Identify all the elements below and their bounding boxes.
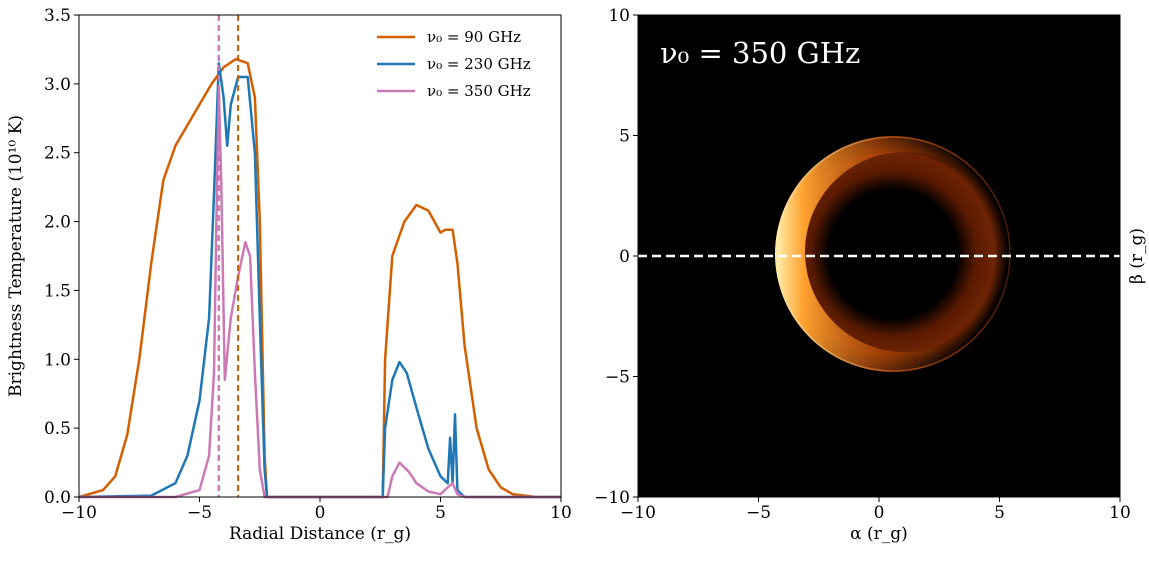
x-tick-label: −10 bbox=[61, 503, 97, 523]
x-tick-label: 10 bbox=[1109, 503, 1131, 523]
y-tick-label: 0 bbox=[619, 247, 630, 267]
x-tick-label: 5 bbox=[994, 503, 1005, 523]
line-series bbox=[79, 86, 561, 499]
x-tick-label: 0 bbox=[874, 503, 885, 523]
legend-label: ν₀ = 90 GHz bbox=[427, 28, 521, 46]
x-axis-label: Radial Distance (r_g) bbox=[229, 524, 411, 544]
x-tick-label: 0 bbox=[315, 503, 326, 523]
ring-glow bbox=[778, 139, 1008, 369]
line-series bbox=[78, 57, 561, 499]
y-tick-label: 0.5 bbox=[44, 419, 71, 439]
x-tick-label: −10 bbox=[620, 503, 656, 523]
y-tick-label: 3.0 bbox=[44, 75, 71, 95]
legend-label: ν₀ = 230 GHz bbox=[427, 55, 531, 73]
photon-ring bbox=[775, 136, 1011, 372]
y-tick-label: 3.5 bbox=[44, 6, 71, 26]
y-axis-label: β (r_g) bbox=[1127, 228, 1147, 284]
x-tick-label: 5 bbox=[435, 503, 446, 523]
y-tick-label: 2.0 bbox=[44, 213, 71, 233]
legend-label: ν₀ = 350 GHz bbox=[427, 82, 531, 100]
y-tick-label: −5 bbox=[605, 368, 630, 388]
line-series bbox=[78, 61, 561, 499]
y-tick-label: 1.5 bbox=[44, 281, 71, 301]
y-tick-label: −10 bbox=[594, 488, 630, 508]
y-axis-label: Brightness Temperature (10¹⁰ K) bbox=[6, 115, 26, 397]
x-tick-label: 10 bbox=[550, 503, 572, 523]
y-tick-label: 5 bbox=[619, 127, 630, 147]
y-tick-label: 1.0 bbox=[44, 350, 71, 370]
y-tick-label: 10 bbox=[608, 6, 630, 26]
y-tick-label: 0.0 bbox=[44, 488, 71, 508]
x-axis-label: α (r_g) bbox=[850, 524, 908, 544]
x-tick-label: −5 bbox=[187, 503, 212, 523]
y-tick-label: 2.5 bbox=[44, 144, 71, 164]
x-tick-label: −5 bbox=[746, 503, 771, 523]
panel-title: ν₀ = 350 GHz bbox=[660, 36, 860, 70]
